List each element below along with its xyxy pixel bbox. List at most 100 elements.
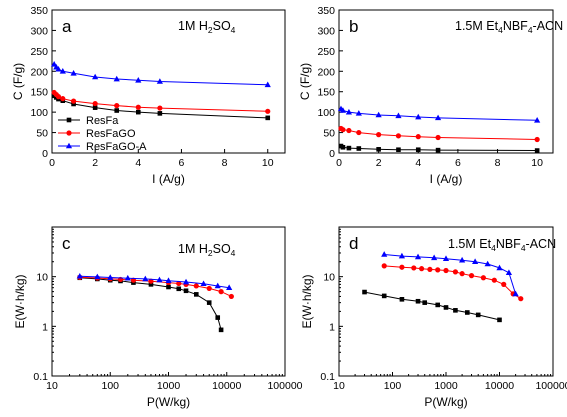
legend-marker [65,142,73,149]
data-point [356,129,362,136]
data-point [398,252,406,259]
y-tick-label: 250 [317,46,335,58]
panel-letter: a [62,17,72,36]
data-point [135,109,141,115]
x-tick-label: 2 [376,157,382,169]
x-tick-label: 1000 [157,380,181,392]
data-point [60,96,66,102]
y-tick-label: 150 [30,87,48,99]
data-point [505,269,513,276]
legend-marker [66,130,72,136]
data-point [59,67,66,74]
series-resfa [338,143,540,153]
series-resfago [77,274,234,300]
x-tick-label: 0 [49,157,55,169]
data-point [92,105,98,110]
data-point [399,297,405,302]
data-point [356,146,362,151]
data-point [435,267,441,273]
data-point [206,285,212,292]
y-tick-label: 300 [30,25,48,37]
data-point [114,103,120,109]
x-tick-label: 100000 [535,380,567,392]
data-point [443,305,449,310]
data-point [148,282,154,287]
panel-d: 10 100 1000 10000 100000 0.1 1 10 P(W/kg) E(W·h/k… [300,226,567,409]
data-point [452,269,459,275]
data-point [381,293,387,299]
data-point [176,280,182,287]
series-line [384,254,517,295]
data-point [182,278,190,285]
x-tick-label: 4 [415,157,421,169]
data-point [166,284,171,290]
data-point [534,117,541,123]
series-resfago-a [76,272,233,290]
data-point [431,254,438,261]
data-point [226,284,233,290]
data-point [156,78,163,84]
plot-frame [338,9,554,154]
data-point [427,266,433,273]
data-point [71,101,76,107]
x-tick-label: 6 [179,157,185,169]
x-tick-label: 10 [333,380,345,392]
x-tick-label: 10 [262,157,274,169]
data-point [340,127,346,133]
y-tick-label: 100 [30,107,48,119]
y-tick-label: 50 [323,128,335,140]
data-point [381,251,388,257]
data-point [419,266,425,272]
data-point [534,136,540,143]
x-axis-label: P(W/kg) [424,395,467,409]
x-tick-label: 6 [455,157,461,169]
y-axis-label: C (F/g) [298,63,312,100]
series-resfago [381,263,524,302]
data-point [395,133,402,139]
x-tick-label: 100 [101,380,119,392]
data-point [346,145,352,151]
x-tick-label: 4 [135,157,141,169]
data-point [480,275,486,281]
data-point [264,81,271,88]
data-point [200,280,207,287]
data-point [422,300,428,305]
data-point [55,65,62,72]
y-tick-label: 100 [317,107,335,119]
data-point [435,147,441,153]
legend-marker [66,117,72,123]
y-tick-label: 250 [30,46,48,58]
data-point [157,111,163,116]
data-point [459,271,465,277]
data-point [496,264,503,271]
data-point [376,132,382,138]
y-axis-label: C (F/g) [11,63,25,100]
data-point [464,310,470,315]
electrolyte-annotation: 1.5M Et4NBF4-ACN [455,19,563,35]
data-point [228,293,234,300]
data-point [415,298,421,304]
data-point [415,113,422,120]
data-point [340,144,346,150]
data-point [375,111,382,118]
data-point [415,134,421,140]
data-point [453,308,458,313]
legend-label: ResFa [86,115,119,127]
data-point [206,300,212,305]
data-point [193,283,199,289]
data-point [345,108,353,115]
data-point [484,260,491,267]
data-point [183,288,189,294]
data-point [472,258,479,265]
y-tick-label: 0.1 [33,371,48,383]
data-point [157,105,163,111]
data-point [148,278,154,284]
series-resfago [338,125,540,143]
x-tick-label: 10000 [485,380,514,392]
y-tick-label: 200 [317,66,335,78]
data-point [265,108,271,114]
data-point [501,281,507,287]
